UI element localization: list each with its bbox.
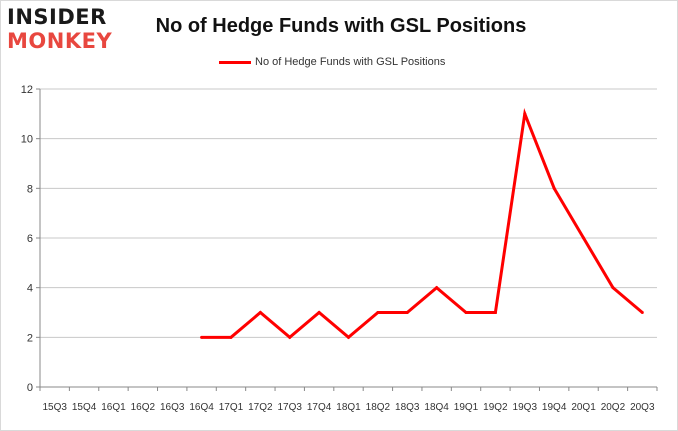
- data-point: [317, 311, 321, 314]
- data-point: [552, 186, 556, 190]
- x-tick-label: 16Q3: [160, 402, 185, 413]
- data-point: [376, 311, 380, 314]
- x-tick-label: 19Q1: [454, 402, 479, 413]
- data-point: [464, 311, 468, 314]
- data-point: [347, 335, 350, 339]
- x-tick-label: 17Q3: [278, 402, 303, 413]
- data-point: [200, 335, 204, 339]
- x-tick-label: 18Q2: [366, 402, 391, 413]
- x-tick-label: 16Q2: [131, 402, 156, 413]
- data-point: [288, 335, 292, 339]
- y-tick-label: 6: [27, 233, 33, 245]
- data-point: [258, 311, 262, 314]
- data-point: [611, 286, 615, 290]
- logo-text-insider: INSIDER: [7, 5, 107, 29]
- x-tick-label: 18Q1: [336, 402, 361, 413]
- legend-swatch: [219, 60, 251, 64]
- y-tick-label: 0: [27, 382, 33, 394]
- x-tick-label: 18Q3: [395, 402, 420, 413]
- x-tick-label: 15Q3: [42, 402, 67, 413]
- x-tick-label: 19Q3: [513, 402, 538, 413]
- y-tick-label: 10: [21, 134, 33, 146]
- x-tick-label: 18Q4: [424, 402, 449, 413]
- x-tick-label: 17Q2: [248, 402, 273, 413]
- data-point: [493, 311, 497, 314]
- data-point: [229, 335, 233, 339]
- data-point: [435, 286, 439, 290]
- y-tick-label: 2: [27, 332, 33, 344]
- x-tick-label: 16Q4: [189, 402, 214, 413]
- data-point: [523, 112, 527, 116]
- series-line: [201, 108, 644, 340]
- chart-legend: No of Hedge Funds with GSL Positions: [219, 54, 445, 70]
- x-tick-label: 17Q4: [307, 402, 332, 413]
- x-tick-label: 17Q1: [219, 402, 244, 413]
- y-tick-label: 12: [21, 84, 33, 96]
- x-tick-label: 15Q4: [72, 402, 97, 413]
- x-tick-label: 19Q4: [542, 402, 567, 413]
- y-tick-label: 4: [27, 283, 33, 295]
- logo-text-monkey: MONKEY: [7, 29, 113, 53]
- x-tick-label: 19Q2: [483, 402, 508, 413]
- insider-monkey-logo: INSIDER MONKEY: [7, 5, 131, 55]
- data-point: [640, 311, 644, 314]
- y-tick-label: 8: [27, 183, 33, 195]
- x-tick-label: 20Q2: [601, 402, 626, 413]
- x-tick-label: 16Q1: [101, 402, 126, 413]
- data-point: [405, 311, 409, 314]
- x-tick-label: 20Q1: [571, 402, 596, 413]
- x-tick-label: 20Q3: [630, 402, 655, 413]
- legend-label: No of Hedge Funds with GSL Positions: [255, 56, 446, 68]
- data-point: [582, 236, 586, 240]
- chart-title: No of Hedge Funds with GSL Positions: [155, 15, 527, 37]
